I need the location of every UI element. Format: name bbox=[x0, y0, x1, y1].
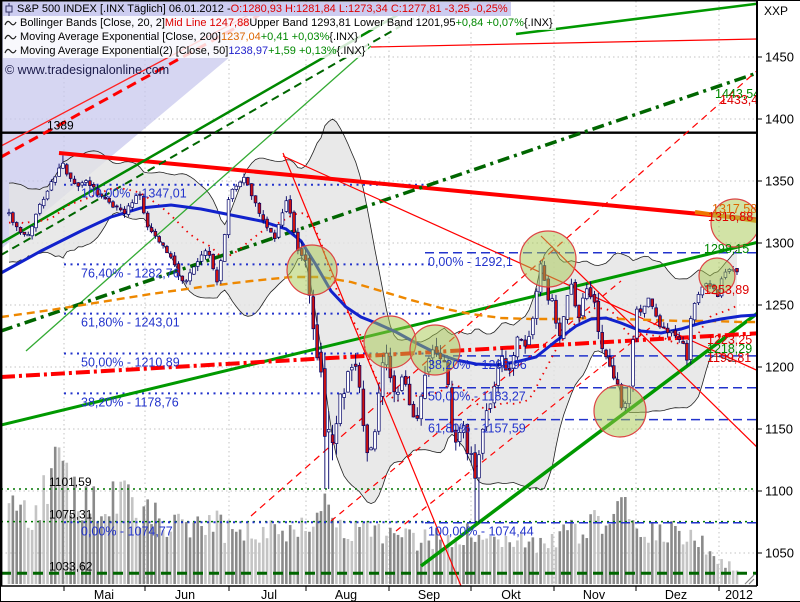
trendline-trend-green-top bbox=[515, 2, 757, 36]
legend-ema200-line[interactable]: Moving Average Exponential [Close, 200] … bbox=[3, 30, 362, 44]
legend: S&P 500 INDEX [.INX Täglich] 06.01.2012 … bbox=[3, 2, 556, 58]
trendline-trend-red-dashed-s2 bbox=[395, 318, 662, 532]
fib-label: 50,00% - 1183,27 bbox=[428, 390, 526, 404]
trendline-support-steep bbox=[419, 311, 757, 568]
trendline-trend-red-dashed-s1 bbox=[330, 280, 622, 522]
y-axis-tick-label: 1450 bbox=[765, 50, 794, 65]
y-axis: XXP 1450 1400 1350 1300 1250 1200 1150 1100 1050 bbox=[757, 4, 794, 561]
level-label: 1033,62 bbox=[49, 559, 93, 573]
fib-label: 50,00% - 1210,89 bbox=[81, 355, 180, 369]
highlight-circles bbox=[286, 198, 757, 438]
y-axis-tick-label: 1300 bbox=[765, 236, 794, 251]
x-axis-month-label: Sep bbox=[418, 588, 440, 601]
legend-segment: {.INX} bbox=[329, 31, 359, 43]
y-axis-tick-label: 1050 bbox=[765, 546, 794, 561]
x-axis-month-label: Dez bbox=[665, 588, 687, 601]
wave-icon bbox=[4, 32, 17, 42]
x-axis-month-label: Okt bbox=[501, 588, 521, 601]
y-axis-tick-label: 1200 bbox=[765, 360, 794, 375]
x-axis: Mai Jun Jul Aug Sep Okt Nov Dez 2012 bbox=[63, 586, 753, 601]
x-axis-month-label: Jul bbox=[261, 588, 277, 601]
x-axis-panel bbox=[1, 586, 800, 601]
legend-segment: +0,41 +0,03% bbox=[260, 31, 330, 43]
fib-label: 0,00% - 1292,1 bbox=[428, 255, 513, 269]
legend-segment: Mid Line 1247,88 bbox=[164, 17, 250, 29]
watermark: © www.tradesignalonline.com bbox=[5, 63, 170, 77]
bollinger-band-fill bbox=[9, 119, 737, 504]
level-label: 1075,31 bbox=[49, 508, 93, 522]
price-projection-label: 1298,15 bbox=[704, 242, 749, 256]
y-axis-tick-label: 1250 bbox=[765, 298, 794, 313]
legend-segment: Moving Average Exponential(2) [Close, 50… bbox=[20, 45, 229, 57]
x-axis-month-label: Nov bbox=[583, 588, 606, 601]
fib-label: 100,00% - 1347,01 bbox=[81, 187, 187, 201]
legend-instrument-line[interactable]: S&P 500 INDEX [.INX Täglich] 06.01.2012 … bbox=[3, 2, 511, 16]
legend-segment: O:1280,93 H:1281,84 L:1273,34 C:1277,81 … bbox=[230, 3, 508, 15]
chart-labels: 1389 1101,59 1075,31 1033,62 100,00% - 1347,… bbox=[47, 87, 765, 573]
legend-segment: +1,59 +0,13% bbox=[268, 45, 337, 57]
y-axis-panel bbox=[757, 1, 800, 601]
trendline-line-red-top bbox=[370, 38, 757, 48]
trendline-resistance-major bbox=[58, 151, 757, 222]
legend-segment: Bollinger Bands [Close, 20, 2] bbox=[20, 17, 165, 29]
bollinger-lower-band bbox=[8, 212, 738, 505]
legend-segment: 1238,97 bbox=[228, 45, 269, 57]
fib-label: 0,00% - 1074,77 bbox=[81, 524, 173, 538]
price-projection-label: 1433,42 bbox=[720, 93, 765, 107]
price-projection-label: 1253,89 bbox=[704, 283, 749, 297]
legend-bollinger-line[interactable]: Bollinger Bands [Close, 20, 2] Mid Line … bbox=[3, 16, 556, 30]
y-axis-unit: XXP bbox=[764, 4, 788, 18]
price-projection-label: 1218,29 bbox=[707, 342, 752, 356]
trendline-fan-red-a bbox=[282, 152, 462, 586]
legend-segment: 1237,04 bbox=[220, 31, 261, 43]
price-projection-label: 1199,81 bbox=[707, 351, 751, 365]
x-axis-month-label: Mai bbox=[94, 588, 114, 601]
legend-segment: {.INX} bbox=[336, 45, 366, 57]
level-label: 1101,59 bbox=[49, 475, 92, 489]
bollinger-upper-band bbox=[8, 118, 738, 343]
x-axis-month-label: 2012 bbox=[725, 588, 753, 601]
y-axis-tick-label: 1400 bbox=[765, 112, 794, 127]
y-axis-tick-label: 1150 bbox=[765, 422, 793, 437]
legend-segment: {.INX} bbox=[523, 17, 553, 29]
fib-label: 100,00% - 1074,44 bbox=[428, 525, 534, 539]
fib-label: 38,20% - 1208,96 bbox=[428, 358, 527, 372]
price-levels bbox=[1, 131, 757, 575]
y-axis-tick-label: 1350 bbox=[765, 174, 794, 189]
price-projection-label: 1317,58 bbox=[712, 202, 757, 216]
level-label: 1389 bbox=[47, 119, 74, 133]
resize-handle[interactable] bbox=[744, 574, 755, 585]
fib-label: 76,40% - 1282,76 bbox=[81, 266, 180, 280]
legend-segment: Upper Band 1293,81 Lower Band 1201,95 bbox=[249, 17, 456, 29]
trendline-fan-red-c bbox=[540, 235, 757, 448]
price-projection-label: 1223,25 bbox=[707, 333, 752, 347]
y-axis-tick-label: 1100 bbox=[765, 484, 793, 499]
fib-label: 61,80% - 1243,01 bbox=[81, 316, 180, 330]
wave-icon bbox=[4, 46, 17, 56]
fib-label: 38,20% - 1178,76 bbox=[81, 395, 179, 409]
legend-segment: Moving Average Exponential [Close, 200] bbox=[20, 31, 221, 43]
volume-bars bbox=[7, 446, 739, 584]
x-axis-month-label: Jun bbox=[175, 588, 195, 601]
legend-segment: S&P 500 INDEX [.INX Täglich] 06.01.2012 … bbox=[17, 3, 231, 15]
legend-ema50-line[interactable]: Moving Average Exponential(2) [Close, 50… bbox=[3, 44, 369, 58]
plot-area: 1389 1101,59 1075,31 1033,62 100,00% - 1347,… bbox=[1, 1, 765, 586]
bollinger-mid-line bbox=[8, 187, 738, 411]
price-projection-label: 1316,88 bbox=[708, 210, 753, 224]
wave-icon bbox=[4, 18, 17, 28]
chart-pin-icon bbox=[4, 2, 14, 16]
fib-label: 61,80% - 1157,59 bbox=[428, 422, 526, 436]
candlesticks bbox=[7, 155, 739, 523]
trendline-trend-green-thin bbox=[25, 45, 372, 352]
x-axis-month-label: Aug bbox=[335, 588, 357, 601]
legend-segment: +0,84 +0,07% bbox=[455, 17, 524, 29]
price-projection-label: 1443,54 bbox=[715, 87, 760, 101]
